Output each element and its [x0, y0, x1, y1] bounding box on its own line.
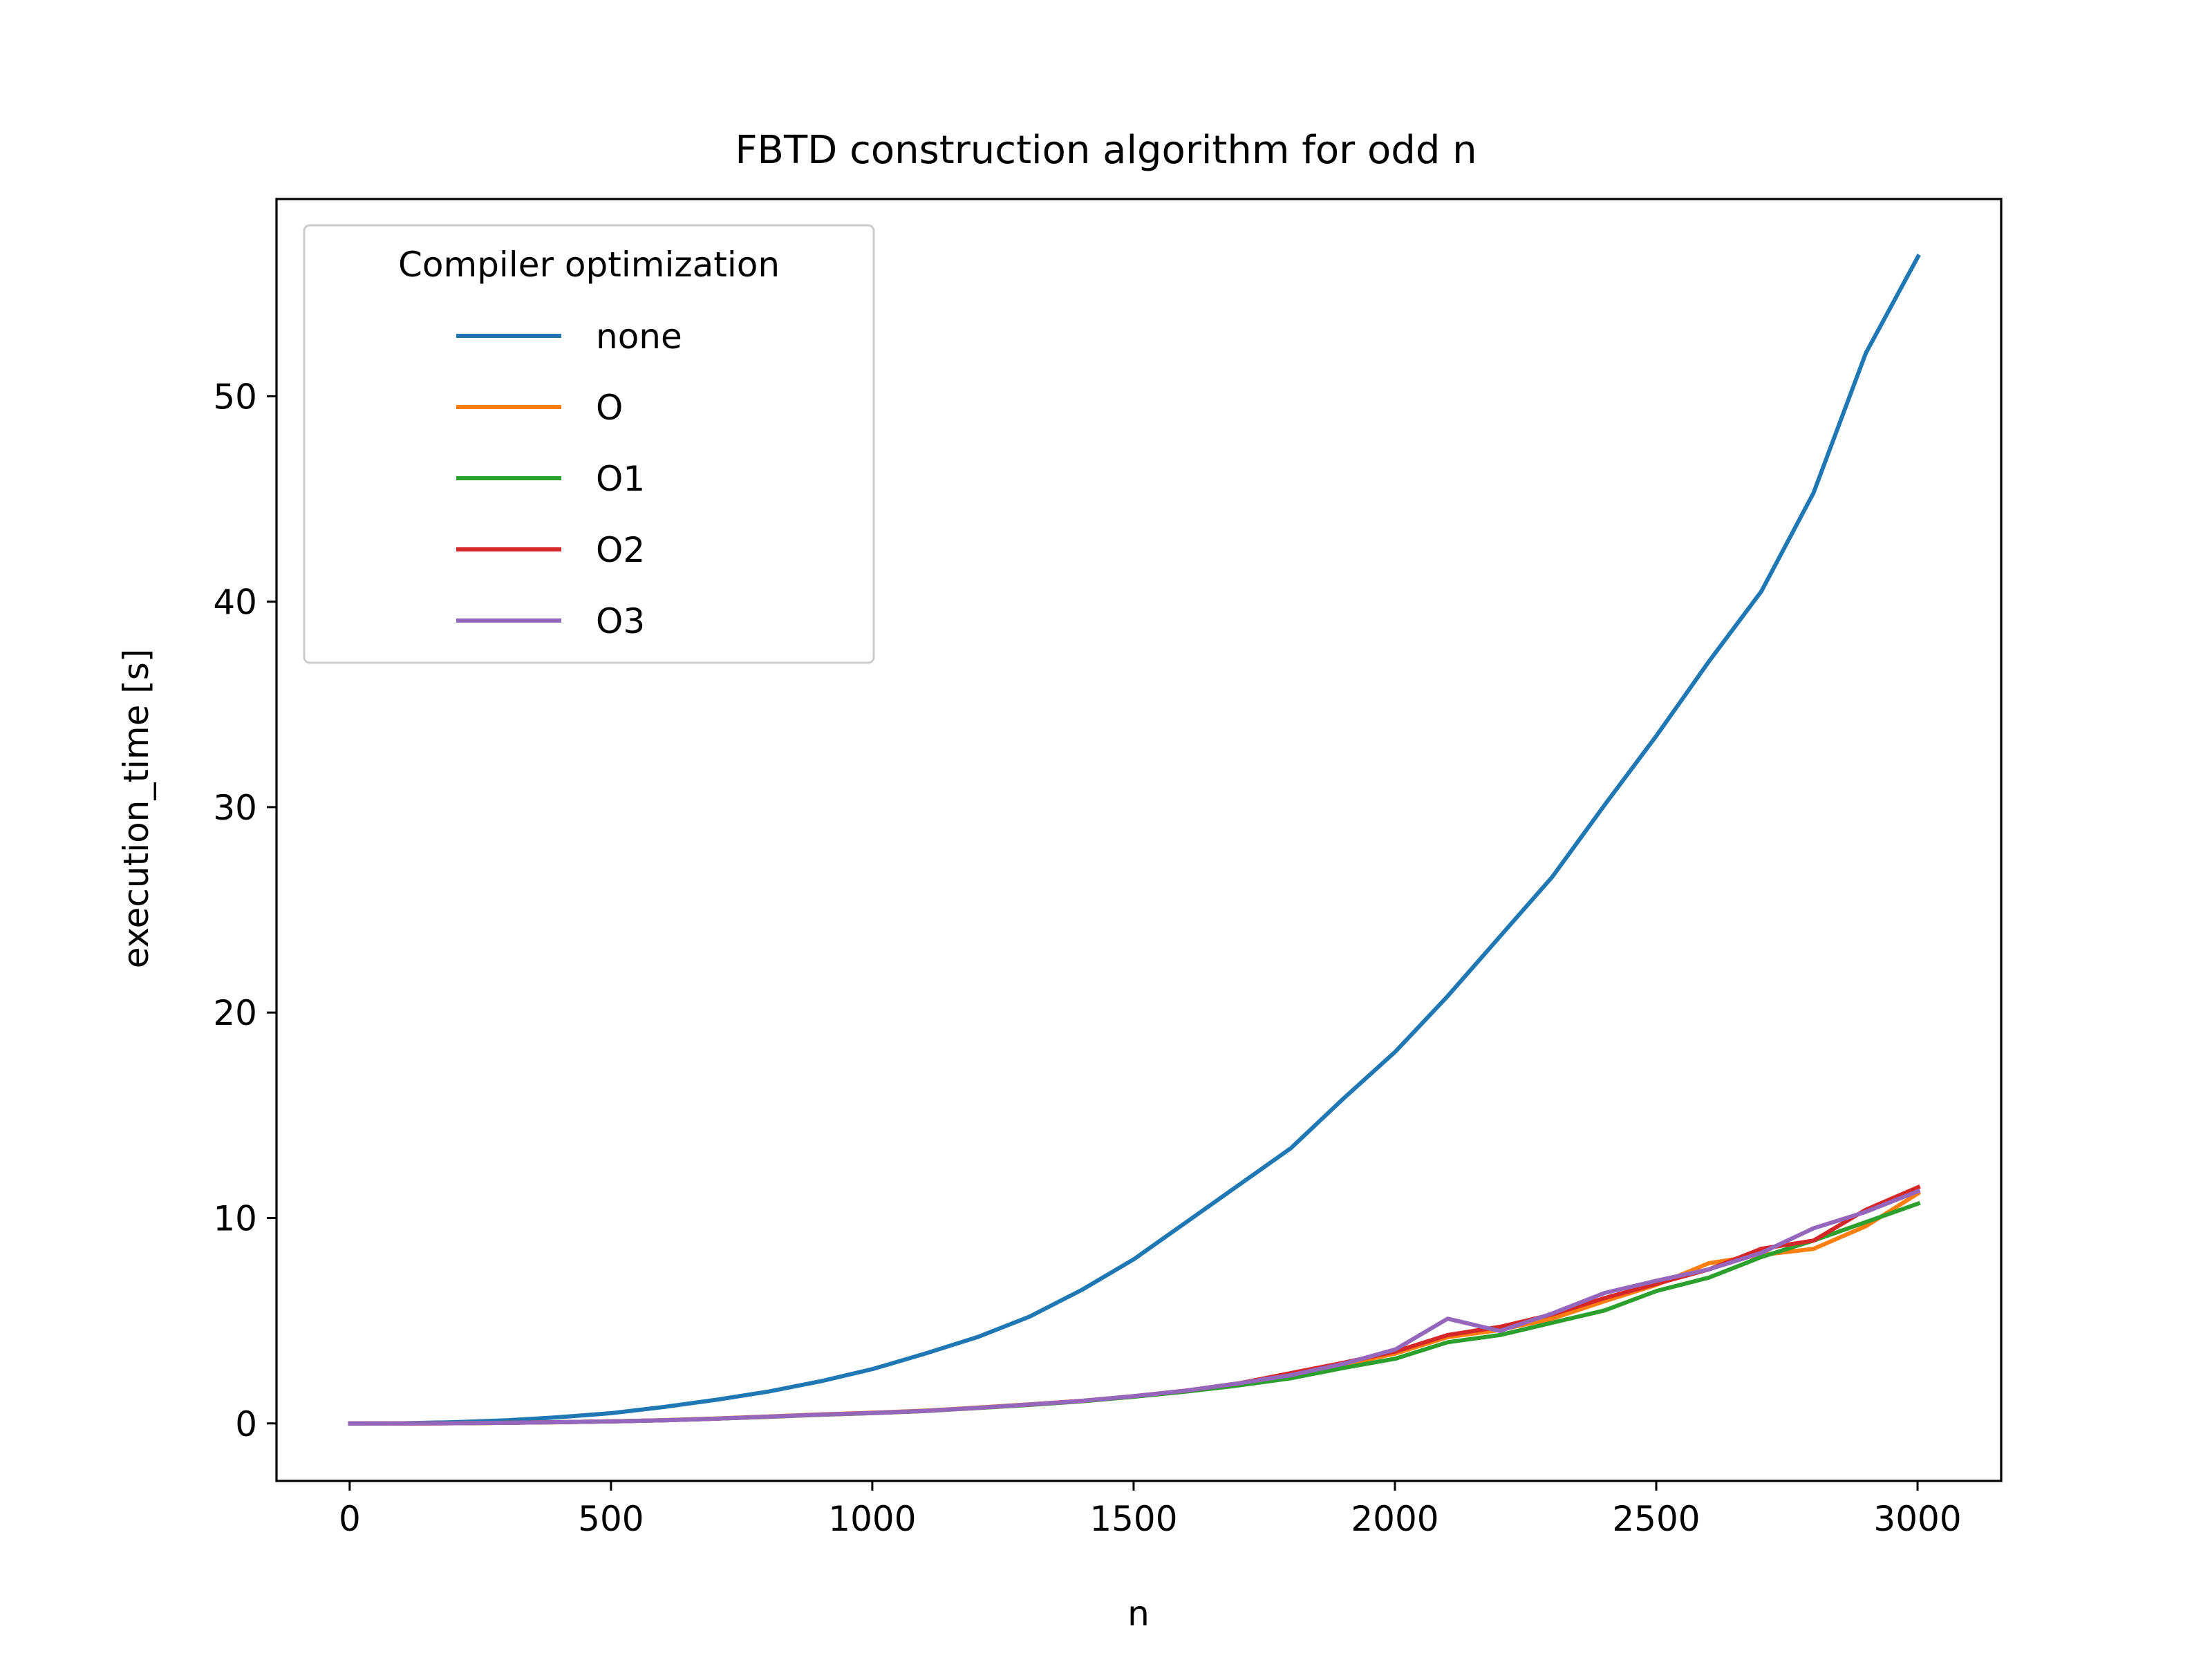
x-tick-label: 1500	[1089, 1499, 1177, 1539]
x-tick-label: 1000	[828, 1499, 916, 1539]
y-tick-label: 10	[213, 1198, 257, 1238]
legend-label-o: O	[596, 388, 623, 428]
series-line-o3	[348, 1188, 1921, 1426]
chart-title: FBTD construction algorithm for odd n	[735, 128, 1477, 173]
legend-label-o2: O2	[596, 530, 645, 570]
axes: 0 500 1000 1500 2000 2500 3000 0 10 20 30 40 50	[213, 198, 2003, 1539]
series-line-none	[348, 254, 1921, 1426]
x-tick-label: 500	[578, 1499, 644, 1539]
legend-box	[303, 224, 875, 664]
x-tick-label: 2500	[1612, 1499, 1700, 1539]
x-tick-label: 3000	[1873, 1499, 1961, 1539]
legend-label-none: none	[596, 317, 682, 357]
y-tick-label: 0	[235, 1404, 257, 1444]
x-tick-label: 0	[339, 1499, 361, 1539]
legend-label-o1: O1	[596, 459, 645, 499]
y-axis-label: execution_time [s]	[116, 649, 156, 969]
x-axis-label: n	[1127, 1594, 1150, 1634]
axes-frame	[275, 198, 2003, 1482]
y-tick-label: 40	[213, 583, 257, 623]
legend-label-o3: O3	[596, 601, 645, 641]
y-tick-label: 20	[213, 993, 257, 1033]
x-tick-label: 2000	[1351, 1499, 1438, 1539]
y-tick-label: 30	[213, 788, 257, 828]
y-tick-label: 50	[213, 377, 257, 417]
plot-area	[348, 254, 1921, 1426]
legend: Compiler optimization none O O1 O2 O3	[303, 224, 875, 664]
legend-title: Compiler optimization	[398, 245, 780, 285]
